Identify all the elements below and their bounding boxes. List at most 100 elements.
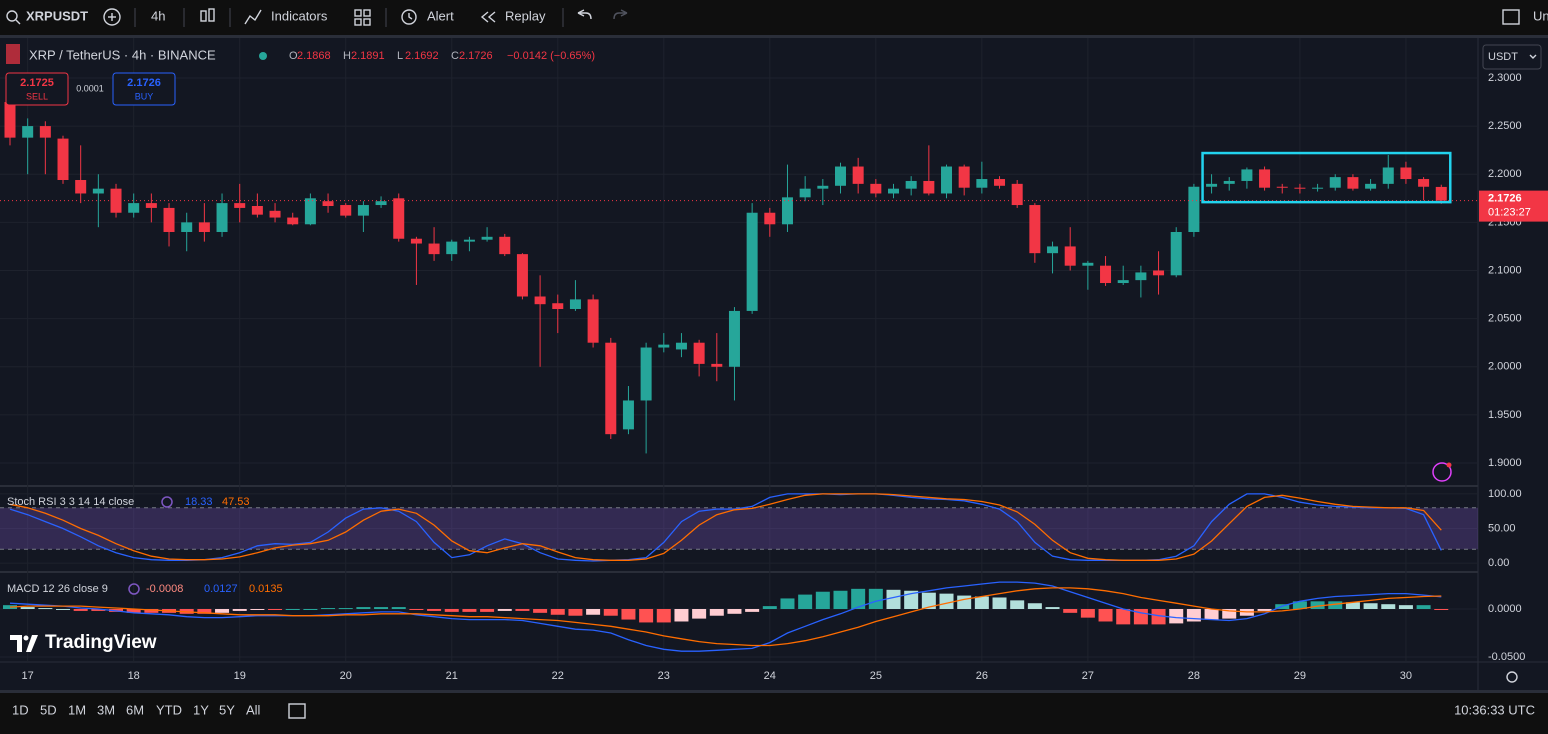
date-range-button[interactable] — [288, 703, 306, 719]
indicators-icon — [244, 9, 262, 25]
macd-histogram-bar — [833, 590, 848, 610]
macd-histogram-bar — [568, 609, 583, 616]
macd-histogram-bar — [692, 609, 707, 619]
candle-body — [322, 201, 334, 206]
candle-body — [1029, 205, 1041, 254]
range-button[interactable]: 5D — [40, 702, 57, 717]
macd-settings-icon[interactable] — [128, 583, 140, 595]
candle-body — [128, 203, 140, 213]
indicators-label[interactable]: Indicators — [271, 8, 328, 23]
candle-body — [799, 188, 811, 198]
fullscreen-button[interactable] — [1502, 9, 1520, 25]
x-tick-label: 28 — [1188, 670, 1200, 682]
macd-histogram-bar — [550, 609, 565, 615]
interval[interactable]: 4h — [151, 8, 165, 23]
currency-dropdown[interactable] — [1482, 44, 1542, 70]
indicators-button[interactable]: Indicators — [244, 8, 328, 25]
alert-label[interactable]: Alert — [427, 8, 454, 23]
candle-body — [870, 183, 882, 194]
macd-histogram-bar — [603, 609, 618, 616]
macd-histogram-bar — [197, 609, 212, 614]
candle-body — [1294, 187, 1306, 189]
candle-body — [163, 207, 175, 232]
candle-body — [1276, 186, 1288, 188]
layout-icon — [363, 9, 371, 17]
sell-button[interactable]: 2.1725 SELL — [5, 72, 69, 106]
range-button[interactable]: YTD — [156, 702, 182, 717]
legend-title: XRP / TetherUS · 4h · BINANCE — [29, 47, 216, 62]
candle-body — [1135, 272, 1147, 281]
logo[interactable]: TradingView — [10, 632, 157, 653]
candle-body — [1241, 169, 1253, 181]
candle-body — [1047, 246, 1059, 254]
candle-body — [728, 310, 740, 367]
candle-body — [145, 203, 157, 208]
chart-type-button[interactable] — [200, 8, 215, 22]
range-button[interactable]: 1D — [12, 702, 29, 717]
macd-histogram-bar — [427, 609, 442, 611]
macd-value: 0.0127 — [204, 583, 238, 595]
search-button[interactable]: XRPUSDT — [6, 8, 88, 25]
currency[interactable]: USDT — [1488, 51, 1518, 63]
candle-body — [905, 180, 917, 189]
candle-body — [1064, 246, 1076, 266]
macd-histogram-bar — [639, 609, 654, 623]
candle-body — [304, 198, 316, 225]
candle-body — [834, 166, 846, 186]
macd-histogram-bar — [1257, 609, 1272, 611]
range-button[interactable]: All — [246, 702, 261, 717]
x-tick-label: 29 — [1294, 670, 1306, 682]
buy-price: 2.1726 — [127, 77, 161, 89]
range-button[interactable]: 3M — [97, 702, 115, 717]
price-tag-value: 2.1726 — [1488, 193, 1522, 205]
candle-body — [39, 126, 51, 138]
toolbar-cut-label[interactable]: Un — [1533, 8, 1548, 23]
macd-histogram-bar — [886, 589, 901, 610]
candle-body — [287, 217, 299, 225]
candle-body — [375, 201, 387, 206]
buy-button[interactable]: 2.1726 BUY — [112, 72, 176, 106]
candle-body — [22, 126, 34, 138]
y-tick-label: 2.2000 — [1488, 168, 1522, 180]
search-icon — [6, 10, 18, 22]
candle-body — [852, 166, 864, 184]
replay-label[interactable]: Replay — [505, 8, 546, 23]
redo-button[interactable] — [613, 9, 628, 20]
range-button[interactable]: 1Y — [193, 702, 209, 717]
buy-box — [112, 72, 176, 106]
macd-histogram-bar — [480, 609, 495, 612]
macd-label: MACD 12 26 close 9 — [7, 583, 108, 595]
x-tick-label: 22 — [552, 670, 564, 682]
undo-button[interactable] — [577, 9, 592, 20]
macd-histogram-bar — [1063, 609, 1078, 613]
symbol[interactable]: XRPUSDT — [26, 8, 88, 23]
compare-button[interactable] — [103, 8, 121, 26]
macd-histogram-bar — [356, 607, 371, 610]
alert-icon — [401, 9, 417, 25]
layouts-button[interactable] — [354, 9, 371, 26]
candle-body — [446, 241, 458, 255]
clock[interactable]: 10:36:33 UTC — [1454, 702, 1535, 717]
macd-histogram-bar — [374, 607, 389, 610]
candle-body — [75, 180, 87, 194]
rsi-settings-icon[interactable] — [161, 496, 173, 508]
macd-histogram-bar — [904, 590, 919, 610]
range-button[interactable]: 5Y — [219, 702, 235, 717]
replay-icon — [480, 11, 489, 23]
range-button[interactable]: 6M — [126, 702, 144, 717]
x-tick-label: 19 — [234, 670, 246, 682]
macd-histogram-bar — [1328, 601, 1343, 610]
replay-button[interactable]: Replay — [480, 8, 546, 23]
legend-close-label: C — [451, 50, 459, 62]
settings-button[interactable] — [1506, 671, 1518, 683]
chart: 17 18 19 20 21 22 23 24 25 26 27 28 29 30 2.3000 2.2500… — [0, 38, 1548, 682]
lightning-button[interactable] — [1432, 462, 1452, 482]
candle-body — [1011, 183, 1023, 206]
alert-button[interactable]: Alert — [401, 8, 454, 25]
candle-body — [198, 222, 210, 232]
candle-body — [958, 166, 970, 188]
candle-body — [1259, 169, 1271, 188]
candle-body — [1206, 183, 1218, 187]
candle-body — [516, 254, 528, 297]
range-button[interactable]: 1M — [68, 702, 86, 717]
